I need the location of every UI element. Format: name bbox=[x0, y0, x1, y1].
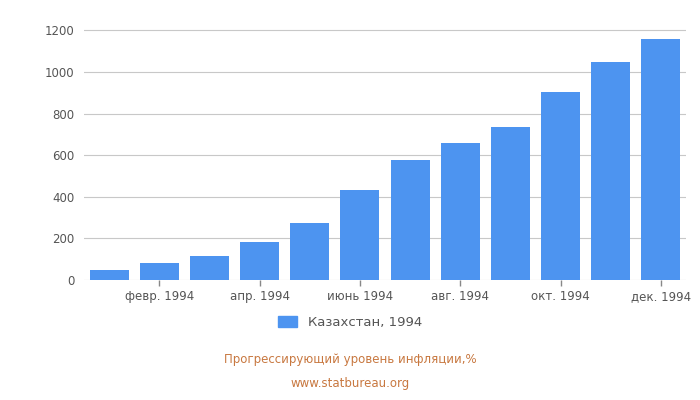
Bar bbox=[240, 242, 279, 280]
Bar bbox=[441, 143, 480, 280]
Bar bbox=[290, 223, 329, 280]
Bar bbox=[90, 270, 129, 280]
Bar bbox=[592, 62, 630, 280]
Bar bbox=[641, 39, 680, 280]
Text: www.statbureau.org: www.statbureau.org bbox=[290, 378, 410, 390]
Text: Прогрессирующий уровень инфляции,%: Прогрессирующий уровень инфляции,% bbox=[224, 354, 476, 366]
Bar bbox=[541, 92, 580, 280]
Bar bbox=[391, 160, 430, 280]
Bar bbox=[190, 256, 229, 280]
Legend: Казахстан, 1994: Казахстан, 1994 bbox=[272, 310, 428, 334]
Bar bbox=[140, 263, 178, 280]
Bar bbox=[491, 127, 530, 280]
Bar bbox=[340, 190, 379, 280]
